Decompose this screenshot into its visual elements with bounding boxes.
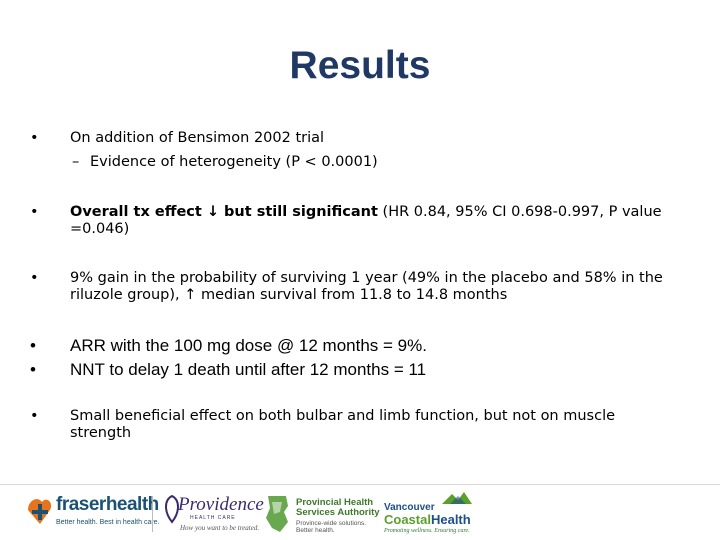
fraserhealth-mark-icon — [28, 499, 52, 524]
phsa-tagline-line1: Province-wide solutions. — [296, 520, 367, 527]
bullet-marker: • — [30, 360, 36, 379]
bullet-marker: • — [30, 204, 39, 220]
bullet-text: Small beneficial effect on both bulbar a… — [70, 408, 616, 441]
bullet-overall-effect: • Overall tx effect ↓ but still signific… — [30, 204, 670, 238]
fraserhealth-logo: fraserhealth Better health. Best in heal… — [24, 492, 160, 536]
bullet-text: (HR 0.84, 95% CI 0.698-0.997, P value =0… — [70, 204, 662, 237]
phsa-tagline-line2: Better health. — [296, 527, 335, 534]
phsa-name-line1: Provincial Health — [296, 497, 374, 508]
bullet-beneficial-effect: • Small beneficial effect on both bulbar… — [30, 408, 670, 442]
bullet-marker: • — [30, 270, 39, 286]
vch-health: Health — [430, 512, 471, 527]
providence-name: Providence — [178, 494, 264, 515]
slide-title: Results — [289, 44, 431, 87]
bullet-arr: • ARR with the 100 mg dose @ 12 months =… — [30, 336, 670, 356]
bullet-marker: • — [30, 336, 36, 355]
phsa-name-line2: Services Authority — [296, 507, 380, 518]
providence-logo: Providence HEALTH CARE How you want to b… — [158, 492, 264, 536]
bullet-text: NNT to delay 1 death until after 12 mont… — [70, 360, 427, 379]
vch-tagline: Promoting wellness. Ensuring care. — [384, 528, 470, 534]
sub-bullet-text: Evidence of heterogeneity (P < 0.0001) — [90, 154, 378, 170]
mountain-icon — [442, 492, 472, 504]
bullet-text: ARR with the 100 mg dose @ 12 months = 9… — [70, 336, 427, 355]
dash-marker: – — [72, 154, 80, 170]
bullet-text: On addition of Bensimon 2002 trial — [70, 130, 325, 146]
bullet-text: 9% gain in the probability of surviving … — [70, 270, 663, 303]
vch-coastal: Coastal — [384, 512, 431, 527]
fraserhealth-tagline: Better health. Best in health care. — [56, 519, 160, 526]
vch-logo: Vancouver CoastalHealth Promoting wellne… — [384, 492, 484, 536]
vch-name-line2: CoastalHealth — [384, 512, 471, 527]
footer-divider — [0, 484, 720, 485]
fraserhealth-name: fraserhealth — [56, 494, 159, 515]
footer-logos: fraserhealth Better health. Best in heal… — [0, 488, 720, 540]
bc-map-icon — [266, 496, 288, 532]
bullet-bensimon: • On addition of Bensimon 2002 trial — [30, 130, 670, 147]
bullet-survival-gain: • 9% gain in the probability of survivin… — [30, 270, 670, 304]
sub-bullet-heterogeneity: – Evidence of heterogeneity (P < 0.0001) — [72, 154, 672, 171]
logo-separator — [152, 496, 153, 532]
bullet-bold-text: Overall tx effect ↓ but still significan… — [70, 204, 378, 220]
providence-sub: HEALTH CARE — [190, 515, 236, 521]
providence-mark-icon — [165, 494, 179, 524]
bullet-marker: • — [30, 408, 39, 424]
providence-tagline: How you want to be treated. — [180, 524, 260, 532]
bullet-marker: • — [30, 130, 39, 146]
phsa-logo: Provincial Health Services Authority Pro… — [262, 492, 382, 536]
vch-name-line1: Vancouver — [384, 502, 435, 513]
bullet-nnt: • NNT to delay 1 death until after 12 mo… — [30, 360, 670, 380]
